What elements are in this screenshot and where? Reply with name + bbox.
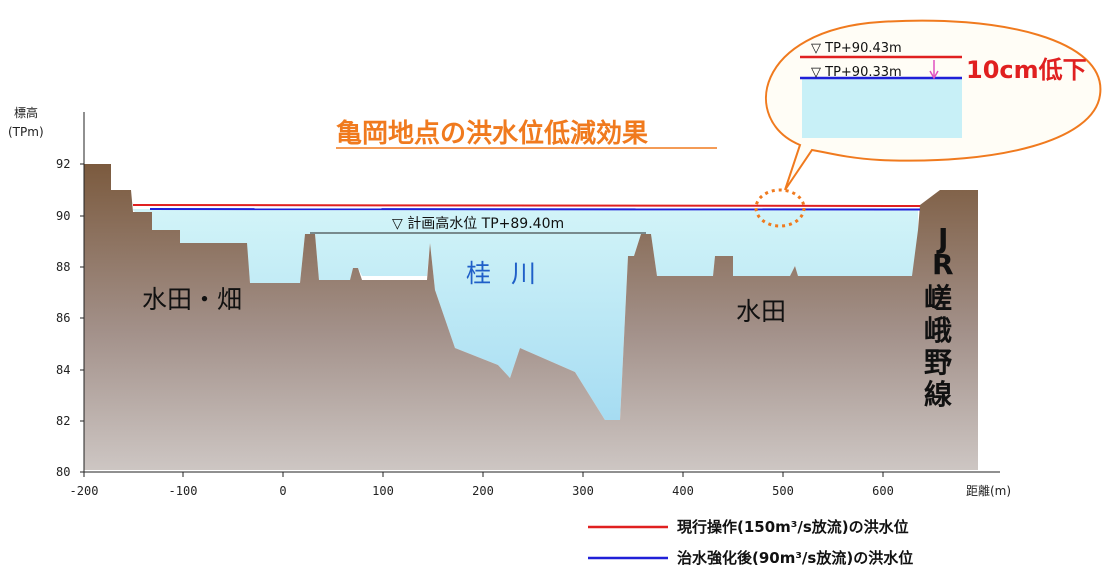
ground-profile xyxy=(84,164,978,470)
current-flood-level-line xyxy=(132,204,921,207)
y-axis-unit: (TPm) xyxy=(8,125,44,139)
x-tick-label: 0 xyxy=(279,484,286,498)
water-area xyxy=(133,209,918,420)
river-label: 桂 川 xyxy=(466,259,542,288)
legend: 現行操作(150m³/s放流)の洪水位 治水強化後(90m³/s放流)の洪水位 xyxy=(588,518,913,567)
y-tick-label: 88 xyxy=(56,260,70,274)
callout-improved-level: ▽ TP+90.33m xyxy=(811,65,902,80)
y-tick-label: 92 xyxy=(56,157,70,171)
legend-label-improved: 治水強化後(90m³/s放流)の洪水位 xyxy=(677,549,913,567)
callout-water xyxy=(802,78,962,138)
drop-arrow-head-icon xyxy=(929,70,939,80)
improved-flood-level-line xyxy=(149,208,921,211)
y-axis-title: 標高 xyxy=(14,105,38,120)
railway-label: J R 嵯 峨 野 線 xyxy=(924,222,954,411)
railway-char: J xyxy=(936,222,948,255)
y-tick-label: 80 xyxy=(56,465,70,479)
y-tick-marks xyxy=(80,163,84,473)
railway-char: R xyxy=(932,248,954,281)
planned-level-label: ▽ 計画高水位 TP+89.40m xyxy=(392,215,564,232)
legend-label-current: 現行操作(150m³/s放流)の洪水位 xyxy=(677,518,909,536)
left-field-label: 水田・畑 xyxy=(142,285,242,314)
right-field-label: 水田 xyxy=(736,297,786,326)
x-tick-label: -200 xyxy=(70,484,99,498)
railway-char: 線 xyxy=(924,378,952,411)
y-tick-label: 82 xyxy=(56,414,70,428)
x-tick-label: 100 xyxy=(372,484,394,498)
diagram-title: 亀岡地点の洪水位低減効果 xyxy=(336,118,648,149)
x-tick-label: 300 xyxy=(572,484,594,498)
zoom-circle xyxy=(754,188,806,228)
x-tick-label: 400 xyxy=(672,484,694,498)
railway-char: 嵯 xyxy=(924,282,952,315)
y-tick-label: 90 xyxy=(56,209,70,223)
x-tick-label: 500 xyxy=(772,484,794,498)
y-tick-label: 84 xyxy=(56,363,70,377)
x-tick-marks xyxy=(83,472,884,477)
x-tick-label: 600 xyxy=(872,484,894,498)
x-tick-label: 200 xyxy=(472,484,494,498)
x-tick-label: -100 xyxy=(169,484,198,498)
x-axis-title: 距離(m) xyxy=(966,484,1011,498)
railway-char: 野 xyxy=(924,346,952,379)
railway-char: 峨 xyxy=(924,314,952,347)
callout-current-level: ▽ TP+90.43m xyxy=(811,41,902,56)
y-tick-label: 86 xyxy=(56,311,70,325)
drop-amount-label: 10cm低下 xyxy=(966,56,1087,84)
